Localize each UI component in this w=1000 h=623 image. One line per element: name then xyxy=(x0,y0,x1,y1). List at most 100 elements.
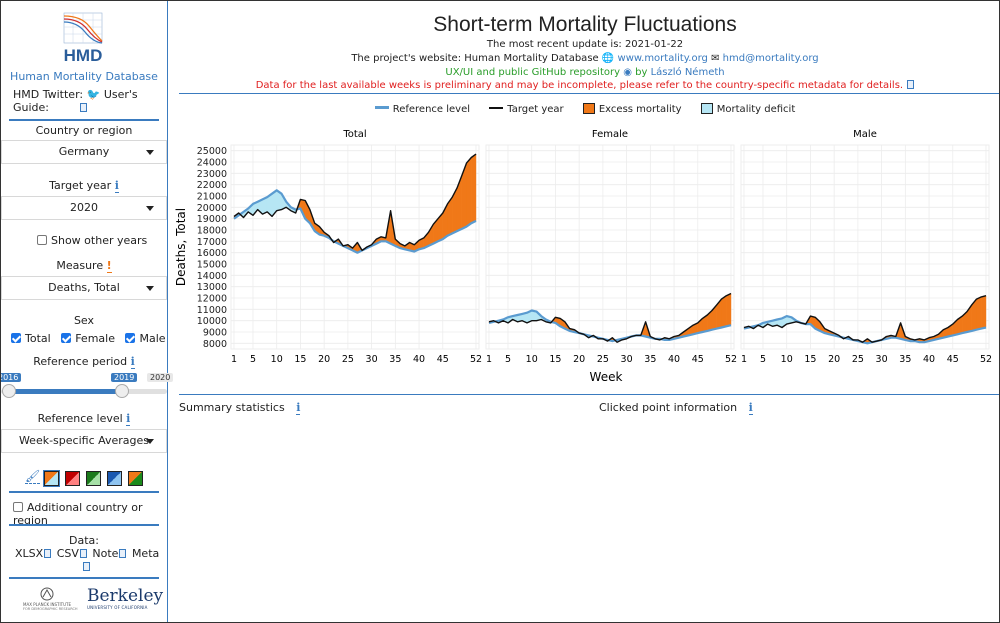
note-link[interactable]: Note xyxy=(92,547,119,560)
mortality-chart[interactable]: Deaths, TotalWeek80009000100001100012000… xyxy=(169,123,1000,389)
ref-level-value: Week-specific Averages xyxy=(18,434,150,447)
slider-handle-left[interactable] xyxy=(2,384,16,398)
x-tick-label: 52 xyxy=(470,354,482,365)
meta-link[interactable]: Meta xyxy=(131,547,160,560)
x-tick-label: 45 xyxy=(947,354,959,365)
y-tick-label: 18000 xyxy=(197,226,227,237)
target-year-select[interactable]: 2020 xyxy=(1,196,167,220)
ref-period-row: Reference period i xyxy=(1,355,167,369)
paintbrush-icon[interactable]: 🖌 xyxy=(25,469,41,484)
info-icon[interactable]: i xyxy=(296,401,301,415)
clicked-point-label: Clicked point information xyxy=(599,401,738,414)
x-axis-label: Week xyxy=(590,370,623,384)
legend-reference[interactable]: Reference level xyxy=(374,104,471,115)
github-icon[interactable]: ◉ xyxy=(623,67,632,78)
org-name[interactable]: Human Mortality Database xyxy=(10,70,158,83)
x-tick-label: 40 xyxy=(413,354,425,365)
x-tick-label: 15 xyxy=(549,354,561,365)
info-icon[interactable]: i xyxy=(748,401,753,415)
ref-level-row: Reference level i xyxy=(1,412,167,426)
color-scheme-orange-green[interactable] xyxy=(128,471,143,486)
github-link[interactable]: UX/UI and public GitHub repository xyxy=(445,67,621,78)
ref-level-label: Reference level xyxy=(37,412,123,425)
x-tick-label: 1 xyxy=(231,354,237,365)
metadata-doc-icon[interactable] xyxy=(907,80,915,89)
legend-excess[interactable]: Excess mortality xyxy=(582,103,682,115)
legend-deficit[interactable]: Mortality deficit xyxy=(700,103,795,115)
excess-area xyxy=(471,153,477,224)
show-other-years-checkbox[interactable] xyxy=(37,235,47,245)
excess-area xyxy=(466,156,472,227)
y-tick-label: 13000 xyxy=(197,282,227,293)
website-link[interactable]: www.mortality.org xyxy=(617,53,708,64)
y-tick-label: 17000 xyxy=(197,237,227,248)
mpi-logo[interactable]: MAX PLANCK INSTITUTE FOR DEMOGRAPHIC RES… xyxy=(23,587,78,613)
main-panel: Short-term Mortality Fluctuations The mo… xyxy=(169,1,1000,622)
twitter-icon[interactable]: 🐦 xyxy=(86,88,101,101)
y-tick-label: 22000 xyxy=(197,180,227,191)
summary-statistics: Summary statistics i xyxy=(179,401,301,415)
ref-level-select[interactable]: Week-specific Averages xyxy=(1,429,167,453)
color-scheme-orange-blue[interactable] xyxy=(43,470,60,487)
sex-total-checkbox[interactable] xyxy=(11,333,21,343)
x-tick-label: 5 xyxy=(250,354,256,365)
additional-country-checkbox[interactable] xyxy=(13,502,23,512)
sex-male-checkbox[interactable] xyxy=(125,333,136,343)
y-tick-label: 21000 xyxy=(197,192,227,203)
country-select[interactable]: Germany xyxy=(1,140,167,164)
y-tick-label: 24000 xyxy=(197,158,227,169)
color-scheme-green[interactable] xyxy=(86,471,101,486)
sex-label: Sex xyxy=(73,314,95,327)
xlsx-icon[interactable] xyxy=(44,549,52,558)
measure-select[interactable]: Deaths, Total xyxy=(1,276,167,300)
panel-title: Male xyxy=(853,129,877,140)
github-line: UX/UI and public GitHub repository ◉ by … xyxy=(169,67,999,78)
info-icon[interactable]: i xyxy=(114,179,119,193)
xlsx-link[interactable]: XLSX xyxy=(15,547,44,560)
reference-line xyxy=(488,309,732,343)
excess-area xyxy=(981,295,987,329)
y-tick-label: 14000 xyxy=(197,271,227,282)
update-line: The most recent update is: 2021-01-22 xyxy=(486,39,684,50)
note-icon[interactable] xyxy=(119,549,127,558)
slider-handle-right[interactable] xyxy=(115,384,129,398)
sex-female-checkbox[interactable] xyxy=(61,333,72,343)
sex-total-label: Total xyxy=(25,332,51,345)
legend-excess-label: Excess mortality xyxy=(598,104,682,115)
chart-legend: Reference level Target year Excess morta… xyxy=(169,103,999,115)
color-scheme-red[interactable] xyxy=(65,471,80,486)
sex-female-label: Female xyxy=(75,332,115,345)
show-other-years-row[interactable]: Show other years xyxy=(37,234,147,247)
panel-title: Female xyxy=(592,129,628,140)
csv-link[interactable]: CSV xyxy=(56,547,79,560)
x-tick-label: 35 xyxy=(644,354,656,365)
hmd-logo[interactable]: HMD xyxy=(61,11,107,63)
y-tick-label: 12000 xyxy=(197,294,227,305)
x-tick-label: 45 xyxy=(692,354,704,365)
warning-icon[interactable]: ! xyxy=(106,259,112,273)
legend-deficit-swatch xyxy=(700,103,713,114)
envelope-icon: ✉ xyxy=(711,53,720,64)
show-other-years-label: Show other years xyxy=(51,234,148,247)
y-tick-label: 8000 xyxy=(203,339,227,350)
berkeley-subtitle: UNIVERSITY OF CALIFORNIA xyxy=(87,605,148,610)
legend-target[interactable]: Target year xyxy=(489,104,564,115)
info-icon[interactable]: i xyxy=(126,412,131,426)
target-line xyxy=(488,292,732,343)
divider xyxy=(9,119,159,121)
y-tick-label: 25000 xyxy=(197,146,227,157)
ref-period-label: Reference period xyxy=(33,355,128,368)
guide-icon[interactable] xyxy=(80,103,87,112)
data-downloads: XLSX CSV Note Meta xyxy=(15,547,167,560)
berkeley-logo[interactable]: Berkeley UNIVERSITY OF CALIFORNIA xyxy=(87,587,163,610)
legend-reference-label: Reference level xyxy=(392,104,471,115)
color-scheme-blue[interactable] xyxy=(107,471,122,486)
social-links: HMD Twitter: 🐦 User's Guide: xyxy=(13,88,163,114)
meta-icon[interactable] xyxy=(83,562,90,571)
reference-period-slider[interactable]: 2016 2019 2020 xyxy=(1,371,174,401)
additional-country-row[interactable]: Additional country or region xyxy=(13,501,167,527)
author-link[interactable]: László Németh xyxy=(650,67,725,78)
info-icon[interactable]: i xyxy=(130,355,135,369)
email-link[interactable]: hmd@mortality.org xyxy=(722,53,819,64)
csv-icon[interactable] xyxy=(79,549,87,558)
